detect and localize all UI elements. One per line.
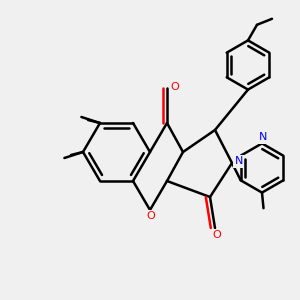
Text: N: N	[234, 157, 243, 166]
Text: N: N	[259, 132, 268, 142]
Text: N: N	[234, 157, 243, 166]
Text: O: O	[212, 230, 221, 241]
Text: O: O	[146, 211, 155, 221]
Text: O: O	[212, 230, 221, 241]
Text: N: N	[259, 132, 268, 142]
Text: O: O	[146, 211, 155, 221]
Text: O: O	[170, 82, 179, 92]
Text: O: O	[170, 82, 179, 92]
